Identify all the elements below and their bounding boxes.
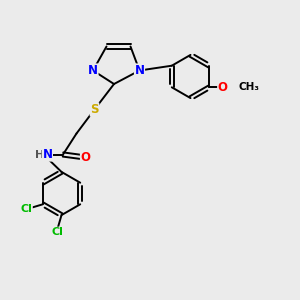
Text: Cl: Cl [20, 204, 32, 214]
Text: H: H [35, 149, 44, 160]
Text: N: N [42, 148, 52, 161]
Text: O: O [80, 151, 91, 164]
Text: O: O [218, 81, 228, 94]
Text: N: N [88, 64, 98, 77]
Text: S: S [90, 103, 99, 116]
Text: CH₃: CH₃ [238, 82, 259, 92]
Text: Cl: Cl [51, 227, 63, 237]
Text: N: N [134, 64, 145, 77]
